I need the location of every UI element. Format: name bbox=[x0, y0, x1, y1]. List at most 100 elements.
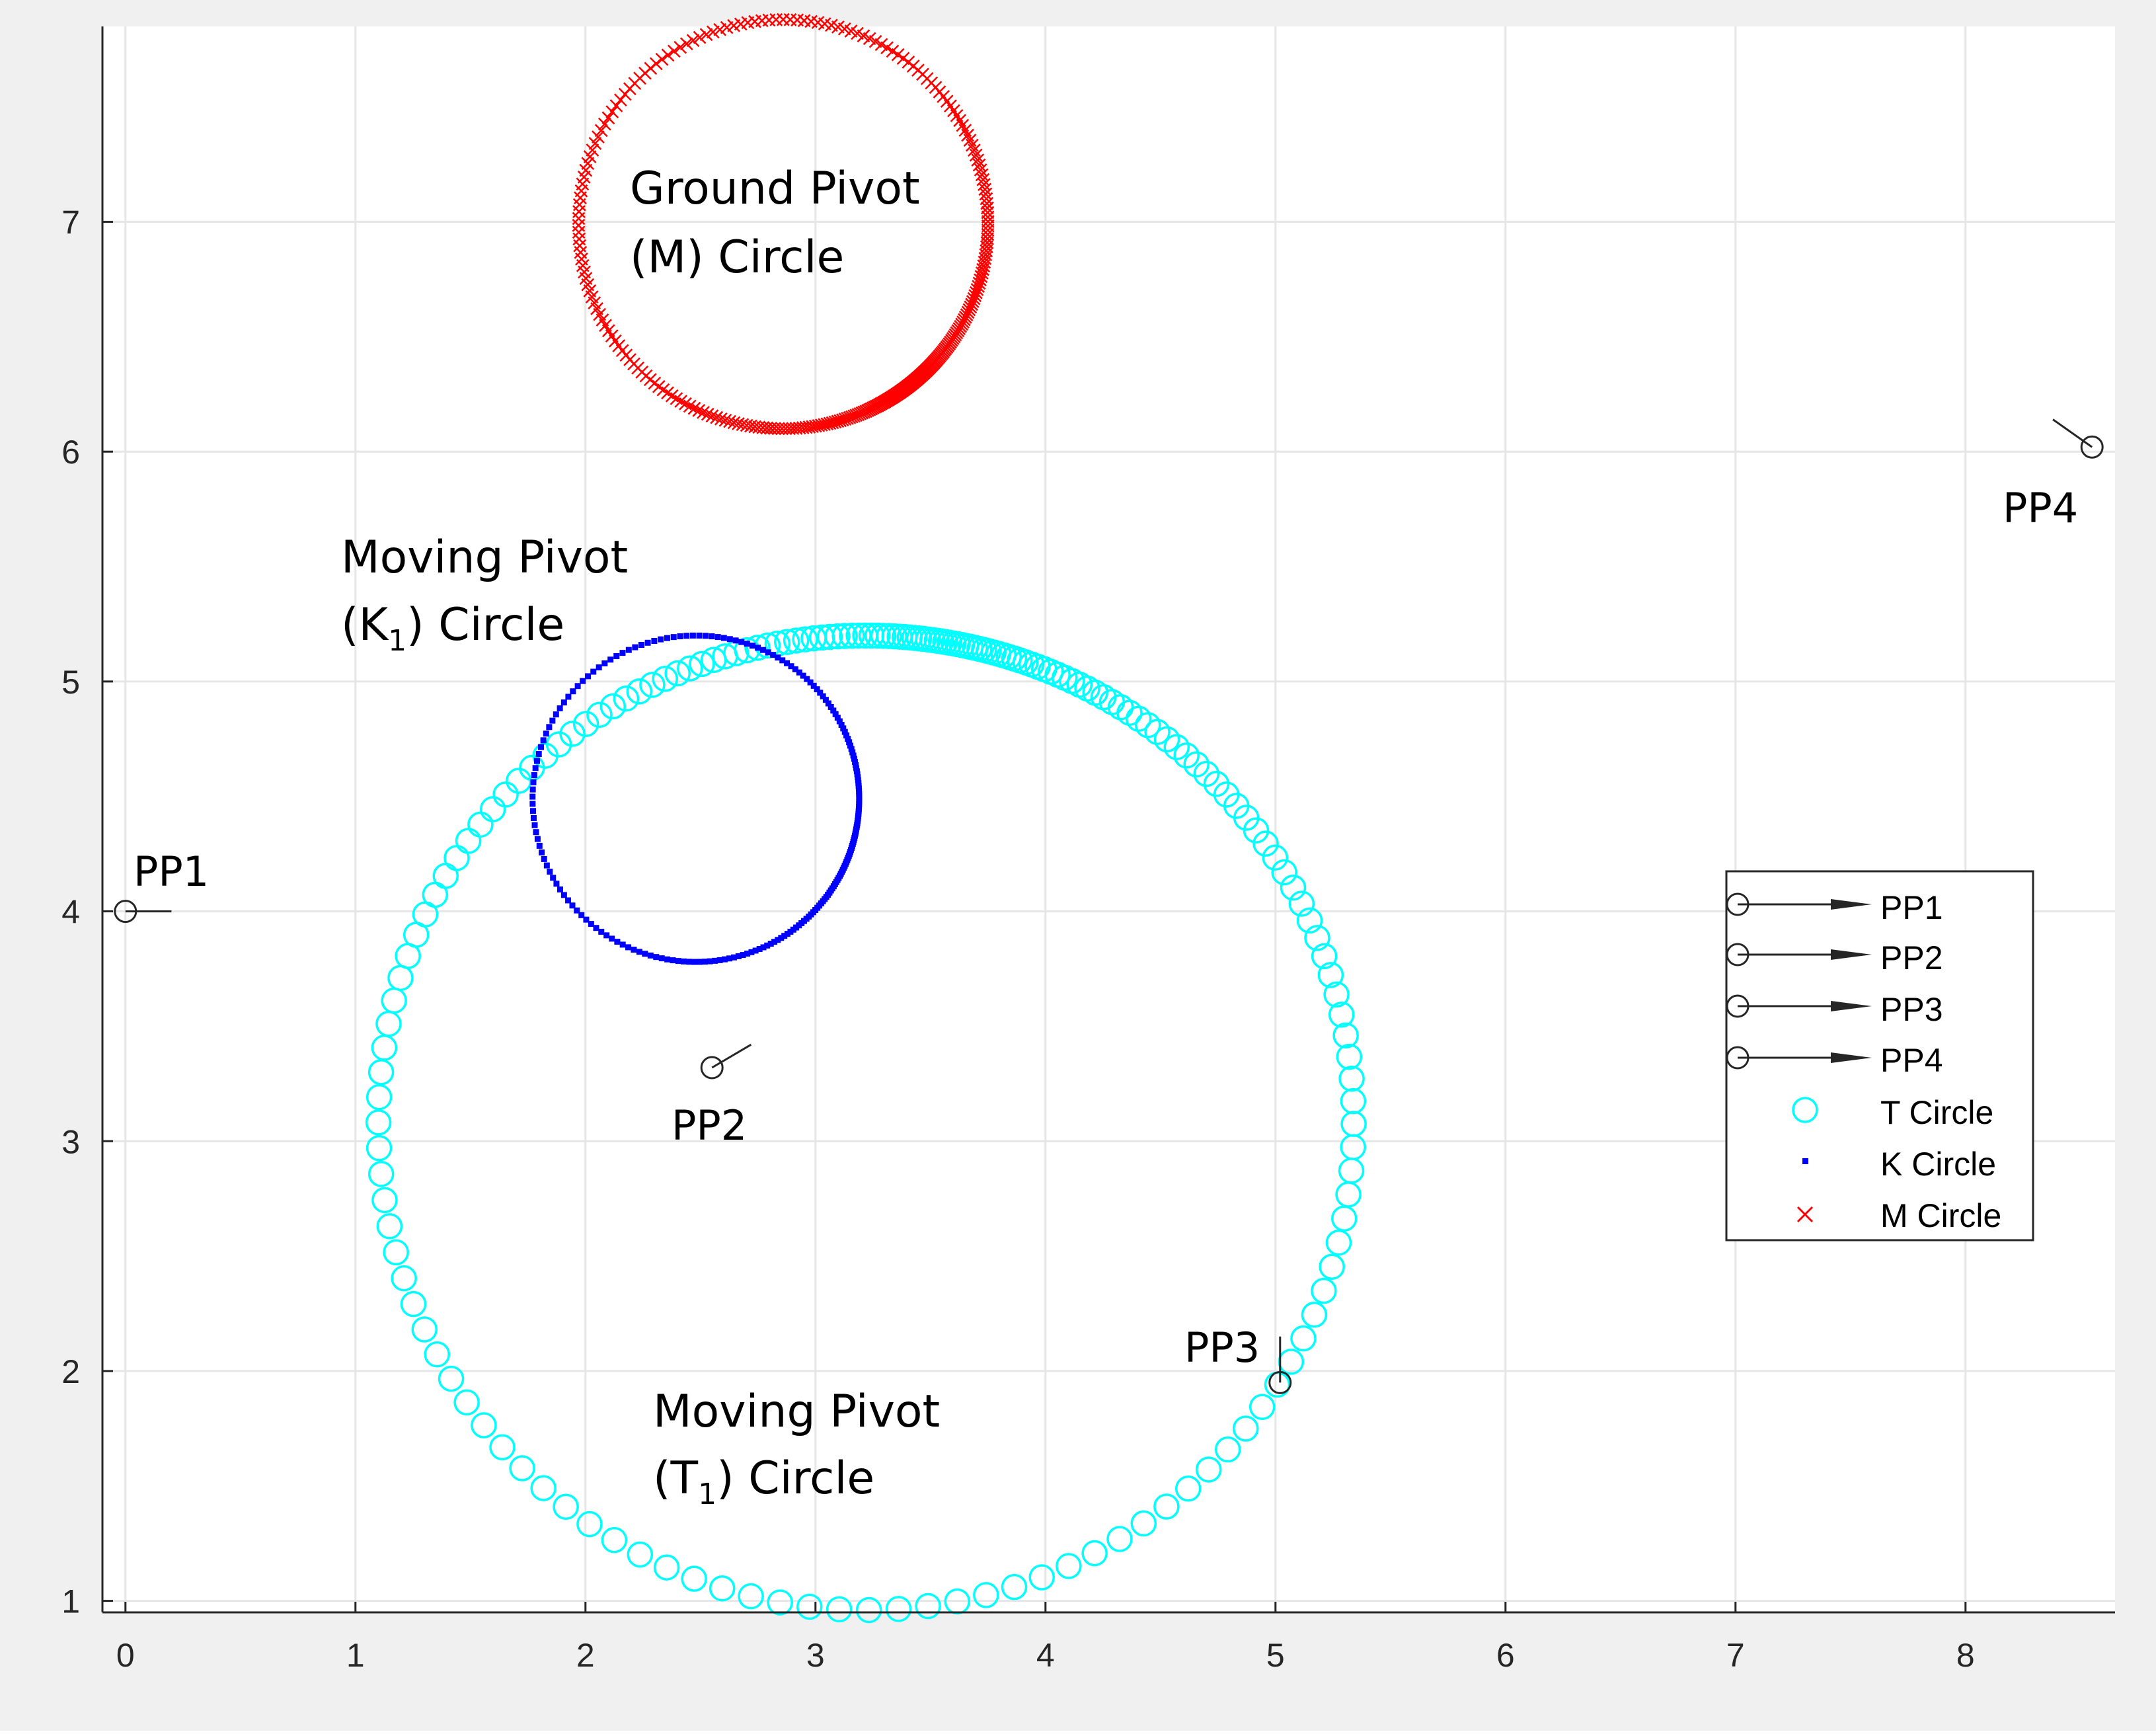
t-circle-point bbox=[586, 701, 613, 729]
m-circle-point bbox=[732, 416, 745, 430]
k-circle-point bbox=[686, 959, 693, 965]
t-label-pre: (T bbox=[653, 1452, 699, 1505]
pp1-label: PP1 bbox=[134, 847, 209, 896]
moving-pivot-k-label-line2: (K1) Circle bbox=[341, 599, 564, 658]
k-circle-point bbox=[784, 660, 790, 666]
t-circle-point bbox=[367, 1161, 395, 1187]
k-circle-point bbox=[578, 912, 585, 918]
k-circle-point bbox=[632, 644, 638, 650]
t-circle-point bbox=[1249, 1394, 1276, 1421]
k-circle-point bbox=[534, 836, 541, 842]
k-circle-point bbox=[532, 765, 539, 771]
t-circle-point bbox=[826, 1596, 853, 1623]
k-circle-point bbox=[675, 958, 681, 965]
legend-arrow-head bbox=[1831, 1052, 1872, 1063]
m-circle-point bbox=[586, 143, 599, 157]
t-circle-point bbox=[808, 624, 835, 651]
k-label-sub: 1 bbox=[388, 624, 406, 658]
k-circle-point bbox=[560, 699, 567, 706]
t-circle-point bbox=[738, 1583, 764, 1610]
m-circle-point bbox=[674, 40, 687, 54]
k-circle-point bbox=[619, 941, 626, 948]
pp3-label: PP3 bbox=[1184, 1323, 1260, 1372]
k-circle-point bbox=[664, 956, 671, 963]
k-circle-point bbox=[560, 892, 567, 898]
m-circle-point bbox=[838, 413, 852, 426]
k-circle-point bbox=[642, 951, 648, 957]
k-circle-point bbox=[670, 634, 677, 641]
t-circle-point bbox=[1174, 1476, 1202, 1502]
moving-pivot-t-label-line2: (T1) Circle bbox=[653, 1452, 874, 1511]
t-circle-point bbox=[885, 1596, 912, 1622]
x-tick-label: 5 bbox=[1266, 1637, 1285, 1674]
t-circle-point bbox=[1223, 793, 1250, 819]
t-circle-point bbox=[816, 623, 843, 650]
k-circle-point bbox=[792, 666, 798, 672]
m-circle-point bbox=[609, 99, 623, 112]
t-circle-point bbox=[1203, 771, 1230, 797]
k-circle-point bbox=[759, 647, 766, 653]
k-circle-point bbox=[601, 660, 608, 666]
t-circle-point bbox=[509, 1455, 535, 1481]
t-circle-point bbox=[944, 1588, 971, 1615]
k-circle-point bbox=[841, 729, 848, 735]
t-circle-point bbox=[845, 622, 872, 649]
m-circle-point bbox=[823, 416, 837, 430]
k-circle-point bbox=[677, 633, 683, 640]
m-circle-point bbox=[783, 13, 797, 26]
k-circle-point bbox=[531, 772, 537, 779]
legend-label-pp1: PP1 bbox=[1880, 889, 1943, 926]
k-circle-point bbox=[531, 822, 538, 828]
m-circle-point bbox=[594, 124, 608, 138]
t-circle-point bbox=[391, 1265, 417, 1292]
m-circle-point bbox=[614, 93, 627, 107]
k-circle-point bbox=[788, 663, 794, 670]
k-circle-point bbox=[800, 672, 806, 679]
t-circle-point bbox=[1290, 1325, 1317, 1352]
x-tick-label: 1 bbox=[346, 1637, 365, 1674]
legend-arrow-head bbox=[1831, 899, 1872, 910]
t-circle-point bbox=[767, 1589, 793, 1616]
t-circle-point bbox=[639, 672, 666, 698]
legend-label-t-circle: T Circle bbox=[1880, 1094, 1993, 1131]
k-circle-point bbox=[547, 869, 553, 875]
t-circle-point bbox=[1340, 1087, 1367, 1115]
k-circle-point bbox=[838, 721, 845, 728]
m-circle-point bbox=[727, 416, 741, 430]
k-circle-point bbox=[531, 814, 537, 821]
k-circle-point bbox=[613, 652, 620, 659]
k-circle-point bbox=[625, 647, 632, 653]
t-circle-point bbox=[1056, 1553, 1082, 1579]
y-tick-label: 2 bbox=[61, 1353, 80, 1390]
m-circle-point bbox=[592, 130, 605, 143]
k-circle-point bbox=[830, 707, 837, 714]
pp-marker bbox=[2080, 435, 2104, 459]
k-circle-point bbox=[585, 673, 592, 680]
k-circle-point bbox=[744, 641, 750, 647]
t-circle-point bbox=[1280, 874, 1307, 901]
legend-label-m-circle: M Circle bbox=[1880, 1197, 2001, 1234]
t-circle-point bbox=[1319, 1253, 1345, 1280]
k-circle-point bbox=[658, 636, 664, 643]
k-circle-point bbox=[651, 638, 658, 645]
k-label-post: ) Circle bbox=[406, 599, 564, 651]
legend: PP1 PP2 PP3 PP4 T Circle K Circle M Circ… bbox=[1725, 870, 2034, 1241]
ground-pivot-label-line1: Ground Pivot bbox=[630, 163, 920, 215]
m-circle-point bbox=[683, 399, 697, 413]
k-circle-point bbox=[530, 779, 537, 785]
t-circle-point bbox=[1338, 1065, 1365, 1092]
k-circle-point bbox=[731, 954, 738, 961]
t-circle-point bbox=[1214, 1436, 1241, 1463]
k-circle-series bbox=[529, 632, 863, 965]
t-circle-point bbox=[800, 625, 827, 652]
k-circle-point bbox=[607, 656, 614, 663]
m-circle-point bbox=[618, 87, 632, 101]
k-circle-point bbox=[707, 958, 713, 965]
k-circle-point bbox=[631, 947, 637, 953]
t-circle-point bbox=[1336, 1043, 1363, 1070]
k-circle-point bbox=[804, 676, 810, 682]
k-circle-point bbox=[574, 907, 580, 914]
pp2-label: PP2 bbox=[672, 1101, 747, 1150]
k-circle-point bbox=[853, 768, 860, 775]
